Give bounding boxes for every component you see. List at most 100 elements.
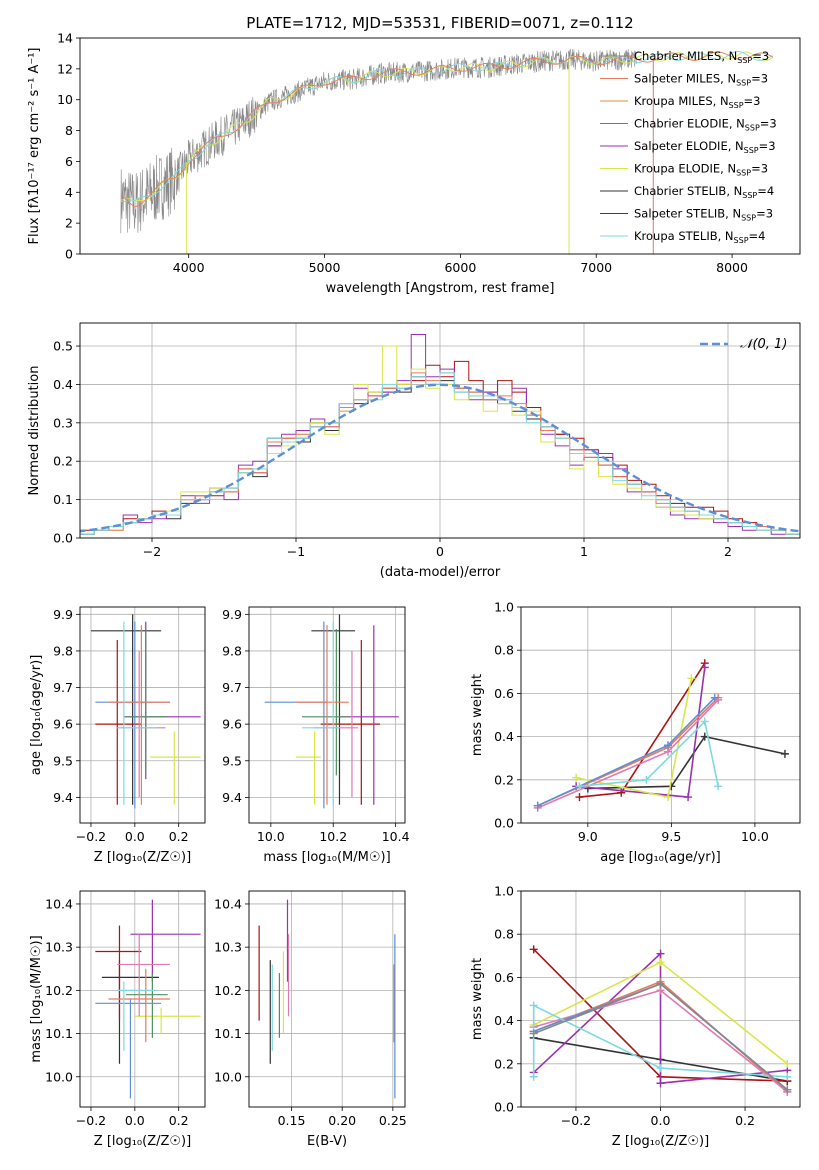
x-tick-label: 10.0	[257, 829, 285, 844]
plot-frame	[79, 606, 206, 824]
legend-entry: Kroupa STELIB, NSSP=4	[634, 229, 765, 245]
x-tick-label: 9.0	[578, 829, 598, 844]
x-tick-label: 0.25	[379, 1113, 407, 1128]
weight-marker	[700, 663, 709, 672]
x-tick-label: −1	[287, 544, 305, 559]
x-tick-label: −0.2	[76, 1113, 106, 1128]
weight-marker	[780, 749, 789, 758]
weight-marker	[575, 793, 584, 802]
x-axis-label: (data-model)/error	[380, 565, 501, 580]
y-tick-label: 8	[65, 123, 73, 138]
plot-frame	[248, 606, 406, 824]
weight-marker	[656, 949, 665, 958]
y-tick-label: 9.9	[53, 607, 73, 622]
y-tick-label: 0.0	[494, 1100, 514, 1115]
panels: 4000 5000 6000 7000 800002468101214wavelengt…	[27, 31, 801, 1149]
plot-frame	[520, 890, 801, 1108]
observed-spectrum	[120, 48, 637, 234]
x-tick-label: 8000	[716, 260, 748, 275]
y-tick-label: 0.4	[494, 1013, 514, 1028]
legend-entry: Salpeter MILES, NSSP=3	[634, 72, 768, 88]
y-tick-label: 6	[65, 154, 73, 169]
x-tick-label: 10.2	[319, 829, 347, 844]
x-axis-label: wavelength [Angstrom, rest frame]	[326, 281, 555, 296]
model-spectrum-line	[120, 51, 774, 202]
legend-entry: Salpeter STELIB, NSSP=3	[634, 207, 773, 223]
weight-line	[533, 951, 788, 1085]
x-tick-label: −0.2	[561, 1113, 591, 1128]
y-tick-label: 9.8	[53, 643, 73, 658]
y-tick-label: 10.2	[214, 983, 242, 998]
weight-marker	[783, 1085, 792, 1094]
weight-line	[587, 735, 786, 790]
y-tick-label: 9.9	[222, 607, 242, 622]
x-tick-label: 4000	[173, 260, 205, 275]
y-tick-label: 0.8	[494, 927, 514, 942]
panel-weight-vs-age: 9.0 9.5 10.0 0.0 0.2 0.4 0.6 0.8 1.0 age [log₁₀(a…	[470, 600, 801, 865]
y-tick-label: 9.4	[53, 790, 73, 805]
panel-weight-vs-Z: −0.2 0.0 0.2 0.0 0.2 0.4 0.6 0.8 1.0 Z [log₁₀(Z/Z…	[470, 884, 801, 1149]
y-tick-label: 0.3	[53, 415, 73, 430]
weight-marker	[783, 1072, 792, 1081]
weight-marker	[700, 717, 709, 726]
y-tick-label: 1.0	[494, 884, 514, 899]
weight-line	[537, 697, 719, 807]
plot-area	[80, 334, 800, 535]
y-axis-label: Flux [fλ10⁻¹⁷ erg cm⁻² s⁻¹ A⁻¹]	[27, 48, 42, 245]
plot-area	[258, 899, 396, 1099]
y-tick-label: 14	[57, 31, 73, 46]
y-tick-label: 10.4	[214, 896, 242, 911]
y-tick-label: 9.7	[222, 680, 242, 695]
weight-marker	[656, 1064, 665, 1073]
legend-entry: Chabrier STELIB, NSSP=4	[634, 184, 774, 200]
y-axis-label: mass [log₁₀(M/M☉)]	[29, 935, 44, 1062]
plot-frame	[248, 890, 406, 1108]
weight-marker	[529, 1029, 538, 1038]
y-tick-label: 10.0	[45, 1069, 73, 1084]
y-tick-label: 10	[57, 92, 73, 107]
panel-age-vs-Z: −0.2 0.0 0.2 9.4 9.5 9.6 9.7 9.8 9.9 Z [log₁₀(Z/Z…	[29, 606, 206, 865]
weight-marker	[575, 782, 584, 791]
x-tick-label: 1	[580, 544, 588, 559]
x-tick-label: 10.0	[741, 829, 769, 844]
y-tick-label: 4	[65, 185, 73, 200]
y-tick-label: 0.2	[494, 772, 514, 787]
y-tick-label: 0	[65, 247, 73, 262]
legend-entry: Chabrier MILES, NSSP=3	[634, 49, 769, 65]
weight-line	[532, 1004, 788, 1078]
legend-entry: Chabrier ELODIE, NSSP=3	[634, 117, 777, 133]
y-tick-label: 1.0	[494, 600, 514, 615]
y-tick-label: 0.0	[494, 816, 514, 831]
y-tick-label: 9.5	[53, 753, 73, 768]
x-axis-label: mass [log₁₀(M/M☉)]	[263, 850, 390, 865]
y-tick-label: 0.8	[494, 643, 514, 658]
panel-mass-vs-Z: −0.2 0.0 0.2 10.0 10.1 10.2 10.3 10.4 Z [log₁₀(Z…	[29, 890, 206, 1149]
figure-title: PLATE=1712, MJD=53531, FIBERID=0071, z=0…	[246, 14, 633, 32]
y-tick-label: 10.3	[45, 940, 73, 955]
x-axis-label: E(B-V)	[307, 1134, 347, 1149]
y-tick-label: 9.6	[53, 717, 73, 732]
weight-marker	[684, 793, 693, 802]
x-tick-label: 0.0	[125, 829, 145, 844]
weight-marker	[783, 1059, 792, 1068]
x-tick-label: 7000	[580, 260, 612, 275]
x-tick-label: 0.2	[735, 1113, 755, 1128]
panel-age-vs-mass: 10.0 10.2 10.4 9.4 9.5 9.6 9.7 9.8 9.9 mass [log₁…	[222, 606, 410, 865]
y-tick-label: 9.5	[222, 753, 242, 768]
x-tick-label: 5000	[309, 260, 341, 275]
y-axis-label: mass weight	[470, 958, 485, 1040]
legend-entry: Salpeter ELODIE, NSSP=3	[634, 139, 776, 155]
y-tick-label: 0.6	[494, 686, 514, 701]
y-tick-label: 0.5	[53, 339, 73, 354]
normal-curve	[80, 383, 800, 533]
plot-area	[90, 614, 201, 809]
plot-frame	[79, 322, 801, 539]
plot-area	[533, 659, 789, 812]
weight-marker	[529, 1072, 538, 1081]
y-axis-label: mass weight	[470, 674, 485, 756]
model-spectrum-line	[120, 51, 774, 208]
y-tick-label: 10.1	[45, 1026, 73, 1041]
panel-spectrum: 4000 5000 6000 7000 8000 0 2 4 6 8 10 12 14 wavelengt…	[27, 31, 801, 296]
residual-histogram	[80, 345, 800, 535]
x-tick-label: 0	[436, 544, 444, 559]
